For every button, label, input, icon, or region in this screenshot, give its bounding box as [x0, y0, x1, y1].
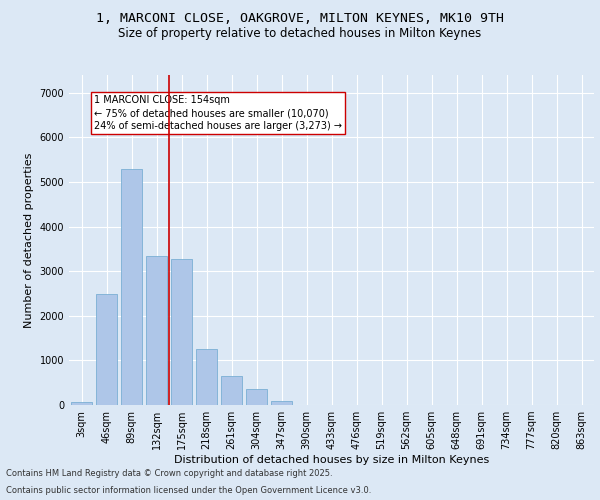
Bar [246, 390, 267, 405]
Bar [171, 258, 192, 405]
X-axis label: Distribution of detached houses by size in Milton Keynes: Distribution of detached houses by size … [174, 455, 489, 465]
Bar [271, 402, 292, 405]
Bar [121, 168, 142, 405]
Y-axis label: Number of detached properties: Number of detached properties [24, 152, 34, 328]
Text: Contains HM Land Registry data © Crown copyright and database right 2025.: Contains HM Land Registry data © Crown c… [6, 468, 332, 477]
Bar [196, 350, 217, 405]
Bar [96, 294, 117, 405]
Text: 1 MARCONI CLOSE: 154sqm
← 75% of detached houses are smaller (10,070)
24% of sem: 1 MARCONI CLOSE: 154sqm ← 75% of detache… [94, 95, 342, 132]
Bar [146, 256, 167, 405]
Bar [71, 402, 92, 405]
Text: 1, MARCONI CLOSE, OAKGROVE, MILTON KEYNES, MK10 9TH: 1, MARCONI CLOSE, OAKGROVE, MILTON KEYNE… [96, 12, 504, 26]
Bar [221, 376, 242, 405]
Text: Size of property relative to detached houses in Milton Keynes: Size of property relative to detached ho… [118, 28, 482, 40]
Text: Contains public sector information licensed under the Open Government Licence v3: Contains public sector information licen… [6, 486, 371, 495]
